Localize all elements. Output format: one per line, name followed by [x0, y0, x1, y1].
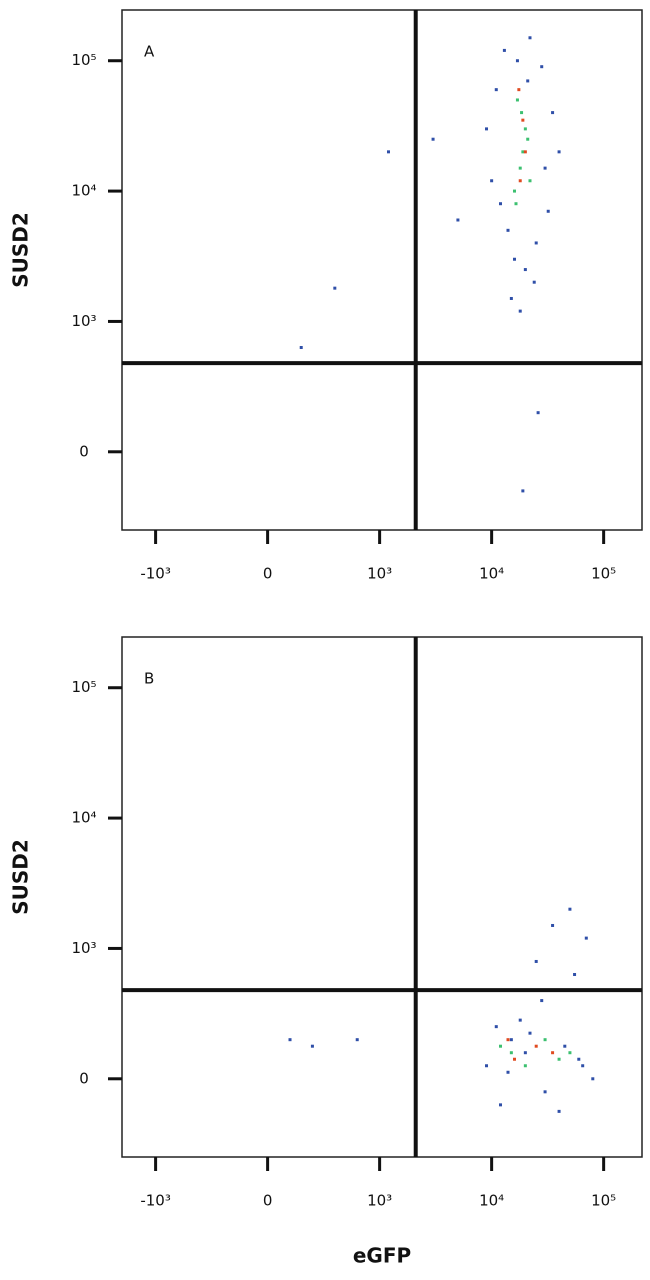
y-tick-label: 10³: [71, 939, 96, 957]
event-dot: [523, 1051, 527, 1055]
event-dot: [506, 1070, 510, 1074]
event-dot: [485, 127, 489, 131]
event-dot: [512, 189, 516, 193]
event-dot: [499, 202, 503, 206]
event-dot: [532, 280, 536, 284]
event-dot: [526, 79, 530, 83]
event-dot: [563, 1044, 567, 1048]
event-dot: [528, 36, 532, 40]
event-dot: [506, 1038, 510, 1042]
x-tick-label: 10³: [367, 565, 392, 583]
y-tick-label: 10⁴: [71, 809, 96, 827]
event-dot: [551, 1051, 555, 1055]
event-dot: [512, 257, 516, 261]
event-dot: [514, 202, 518, 206]
x-tick-label: 10⁵: [591, 565, 616, 583]
event-dot: [523, 127, 527, 131]
x-tick-label: 10⁴: [479, 1192, 504, 1210]
event-dot: [543, 166, 547, 170]
event-dot: [499, 1103, 503, 1107]
x-tick-label: 0: [263, 565, 273, 583]
event-dot: [557, 150, 561, 154]
event-dot: [509, 1051, 513, 1055]
event-dot: [386, 150, 390, 154]
x-tick-label: -10³: [140, 565, 171, 583]
event-dot: [520, 111, 524, 115]
event-dot: [534, 241, 538, 245]
event-dot: [521, 118, 525, 122]
event-dot: [456, 218, 460, 222]
panel-label: A: [144, 43, 155, 61]
event-dot: [540, 65, 544, 69]
event-dot: [568, 1051, 572, 1055]
y-tick-label: 10⁴: [71, 182, 96, 200]
x-tick-label: 0: [263, 1192, 273, 1210]
event-dot: [490, 179, 494, 183]
event-dot: [591, 1077, 595, 1081]
event-dot: [534, 1044, 538, 1048]
event-dot: [543, 1038, 547, 1042]
event-dot: [543, 1090, 547, 1094]
plot-frame: [121, 9, 643, 531]
event-dot: [540, 999, 544, 1003]
event-dot: [551, 111, 555, 115]
event-dot: [526, 137, 530, 141]
event-dot: [515, 98, 519, 102]
event-dot: [523, 150, 527, 154]
event-dot: [310, 1044, 314, 1048]
event-dot: [333, 286, 337, 290]
event-dot: [502, 48, 506, 52]
event-dot: [577, 1057, 581, 1061]
y-tick-label: 10⁵: [71, 51, 96, 69]
event-dot: [573, 973, 577, 977]
event-dot: [494, 88, 498, 92]
y-tick-label: 0: [79, 1069, 89, 1087]
event-dot: [485, 1064, 489, 1068]
event-dot: [515, 59, 519, 63]
event-dot: [494, 1025, 498, 1029]
event-dot: [551, 923, 555, 927]
event-dot: [518, 1018, 522, 1022]
event-dot: [581, 1064, 585, 1068]
x-tick-label: 10⁵: [591, 1192, 616, 1210]
x-tick-label: 10⁴: [479, 565, 504, 583]
event-dot: [521, 489, 525, 493]
event-dot: [517, 88, 521, 92]
event-dot: [557, 1109, 561, 1113]
event-dot: [518, 309, 522, 313]
y-tick-label: 10³: [71, 312, 96, 330]
event-dot: [506, 228, 510, 232]
event-dot: [499, 1044, 503, 1048]
event-dot: [546, 209, 550, 213]
event-dot: [509, 296, 513, 300]
event-dot: [528, 1031, 532, 1035]
event-dot: [521, 150, 525, 154]
y-axis-label: SUSD2: [9, 839, 33, 915]
y-tick-label: 10⁵: [71, 678, 96, 696]
event-dot: [557, 1057, 561, 1061]
event-dot: [431, 137, 435, 141]
event-dot: [509, 1038, 513, 1042]
event-dot: [584, 936, 588, 940]
y-tick-label: 0: [79, 442, 89, 460]
plot-frame: [121, 636, 643, 1158]
event-dot: [288, 1038, 292, 1042]
x-axis-label: eGFP: [353, 1244, 411, 1268]
event-dot: [299, 346, 303, 350]
x-tick-label: -10³: [140, 1192, 171, 1210]
event-dot: [536, 411, 540, 415]
event-dot: [523, 1064, 527, 1068]
y-axis-label: SUSD2: [9, 212, 33, 288]
event-dot: [568, 907, 572, 911]
event-dot: [523, 268, 527, 272]
event-dot: [534, 959, 538, 963]
event-dot: [355, 1038, 359, 1042]
event-dot: [528, 179, 532, 183]
x-tick-label: 10³: [367, 1192, 392, 1210]
event-dot: [518, 166, 522, 170]
event-dot: [512, 1057, 516, 1061]
event-dot: [518, 179, 522, 183]
panel-label: B: [144, 670, 154, 688]
